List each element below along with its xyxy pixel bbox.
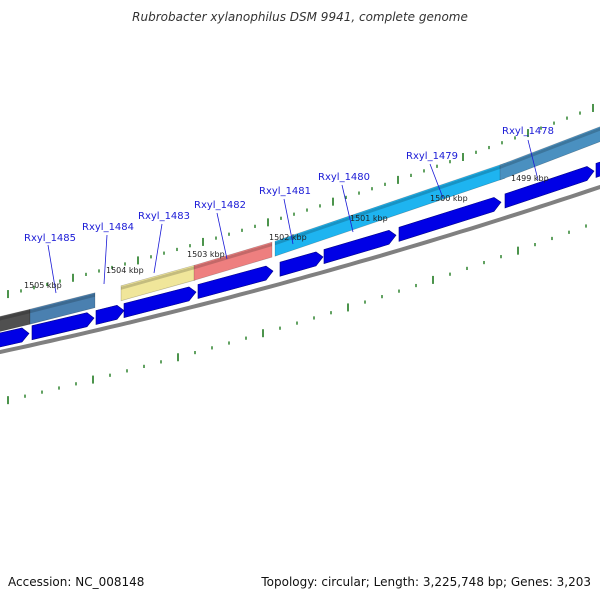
kbp-label: 1502 kbp bbox=[269, 233, 307, 242]
gene-label-7[interactable]: Rxyl_1479 bbox=[406, 151, 458, 162]
gene-label-3[interactable]: Rxyl_1483 bbox=[138, 211, 190, 222]
genome-backbone-line bbox=[0, 185, 600, 354]
gene-feature-bar[interactable] bbox=[274, 162, 506, 257]
gene-leader-line bbox=[283, 198, 294, 245]
gene-leader-line bbox=[103, 234, 108, 285]
cds-arrow[interactable] bbox=[0, 327, 30, 348]
gene-label-5[interactable]: Rxyl_1481 bbox=[259, 186, 311, 197]
cds-arrow[interactable] bbox=[504, 166, 595, 209]
gene-feature-shade bbox=[194, 243, 272, 270]
gene-leader-line bbox=[153, 223, 163, 274]
gene-label-4[interactable]: Rxyl_1482 bbox=[194, 200, 246, 211]
cds-arrow[interactable] bbox=[398, 197, 502, 242]
gene-feature-bar[interactable] bbox=[499, 123, 600, 181]
gene-leader-line bbox=[216, 212, 228, 260]
cds-arrow[interactable] bbox=[323, 229, 397, 265]
gene-feature-shade bbox=[30, 293, 95, 314]
gene-feature-shade bbox=[121, 266, 195, 290]
accession-text: Accession: NC_008148 bbox=[8, 575, 145, 589]
gene-label-2[interactable]: Rxyl_1484 bbox=[82, 222, 134, 233]
cds-arrow[interactable] bbox=[595, 161, 600, 178]
kbp-label: 1501 kbp bbox=[350, 214, 388, 223]
cds-arrow[interactable] bbox=[31, 312, 95, 341]
gene-feature-bar[interactable] bbox=[193, 241, 273, 281]
genome-summary-text: Topology: circular; Length: 3,225,748 bp… bbox=[261, 575, 591, 589]
cds-arrow[interactable] bbox=[197, 265, 274, 299]
gene-feature-shade bbox=[0, 310, 30, 321]
gene-label-1[interactable]: Rxyl_1485 bbox=[24, 233, 76, 244]
gene-leader-line bbox=[429, 163, 444, 199]
kbp-label: 1504 kbp bbox=[106, 266, 144, 275]
cds-arrow[interactable] bbox=[123, 286, 197, 318]
gene-leader-line bbox=[341, 184, 354, 233]
kbp-label: 1499 kbp bbox=[511, 174, 549, 183]
kbp-label: 1503 kbp bbox=[187, 250, 225, 259]
kbp-label: 1505 kbp bbox=[24, 281, 62, 290]
gene-label-6[interactable]: Rxyl_1480 bbox=[318, 172, 370, 183]
gene-leader-line bbox=[47, 244, 57, 294]
gene-label-8[interactable]: Rxyl_1478 bbox=[502, 126, 554, 137]
kbp-label: 1500 kbp bbox=[430, 194, 468, 203]
gene-feature-bar[interactable] bbox=[29, 292, 96, 325]
gene-feature-shade bbox=[275, 164, 505, 246]
cds-arrow[interactable] bbox=[279, 251, 324, 277]
gene-leader-line bbox=[527, 139, 539, 181]
cds-arrow[interactable] bbox=[95, 304, 125, 325]
gene-feature-shade bbox=[500, 127, 600, 169]
map-title: Rubrobacter xylanophilus DSM 9941, compl… bbox=[132, 10, 468, 24]
